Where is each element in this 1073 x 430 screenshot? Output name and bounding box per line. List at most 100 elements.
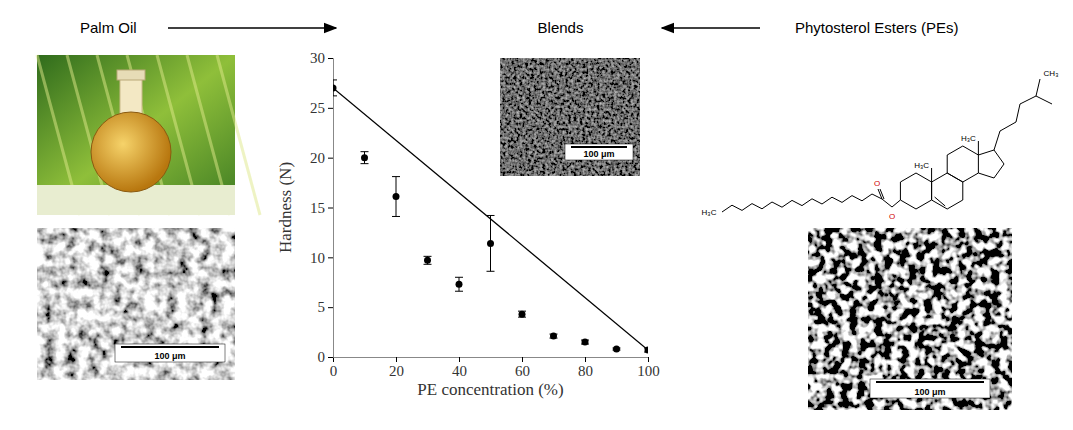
error-bar — [361, 152, 369, 164]
ring — [947, 146, 978, 182]
y-tick-label: 0 — [318, 349, 326, 365]
molecule — [722, 79, 1052, 212]
ring — [900, 173, 931, 209]
data-point — [393, 193, 400, 200]
x-tick-mark — [522, 357, 523, 362]
atom-label: O — [874, 179, 880, 188]
sem-image-palm-oil — [37, 228, 235, 380]
scale-bar-label: 100 μm — [914, 387, 945, 397]
data-point — [582, 339, 589, 346]
y-tick: 20 — [310, 150, 333, 166]
atom-label: H₃C — [702, 208, 717, 217]
sem-image-blend — [500, 58, 640, 176]
atom-label: H₃C — [961, 134, 976, 143]
error-bar — [455, 277, 463, 291]
arrow-left — [662, 27, 760, 29]
atom-label: H₃C — [914, 161, 929, 170]
y-tick-label: 30 — [310, 50, 325, 66]
y-tick: 10 — [310, 250, 333, 266]
scale-bar-label: 100 μm — [154, 351, 185, 361]
x-tick-mark — [585, 357, 586, 362]
sem-image-pe — [808, 228, 1012, 410]
methyl-bond — [931, 168, 932, 182]
methyl-bond — [978, 141, 979, 155]
acyl-chain — [722, 194, 900, 212]
x-tick: 20 — [389, 357, 404, 379]
x-tick-label: 20 — [389, 363, 404, 379]
y-tick-label: 25 — [310, 100, 325, 116]
photo-background — [37, 55, 235, 215]
y-tick-mark — [328, 257, 333, 258]
data-point — [456, 281, 463, 288]
atom-label: O — [889, 212, 895, 221]
scale-bar: 100 μm — [565, 144, 633, 160]
x-tick-mark — [396, 357, 397, 362]
double-bond — [935, 197, 946, 206]
graphical-abstract: Palm Oil Phytosterol Esters (PEs) 100 μm 10… — [0, 0, 1073, 430]
ring-d — [978, 150, 1004, 178]
scale-bar-label: 100 μm — [583, 149, 614, 159]
x-tick-label: 60 — [515, 363, 530, 379]
carbonyl-bond — [878, 189, 882, 199]
error-bar — [392, 177, 400, 217]
x-tick-label: 100 — [637, 363, 660, 379]
scale-bar: 100 μm — [870, 379, 990, 398]
y-tick-mark — [328, 357, 333, 358]
x-tick-label: 80 — [578, 363, 593, 379]
y-tick: 0 — [318, 349, 334, 365]
data-point — [487, 240, 494, 247]
carbonyl-bond — [880, 189, 884, 199]
data-point — [613, 346, 620, 353]
y-tick: 25 — [310, 100, 333, 116]
x-axis: 0 20 40 60 80 100 — [330, 357, 660, 379]
error-bar — [518, 311, 526, 317]
x-tick: 100 — [637, 357, 660, 379]
x-tick: 60 — [515, 357, 530, 379]
arrow-right — [168, 27, 336, 29]
y-axis-line — [328, 59, 334, 358]
x-tick-label: 0 — [330, 363, 338, 379]
data-point — [361, 154, 368, 161]
chart-title: Blends — [538, 19, 584, 36]
scale-bar-box — [870, 379, 990, 398]
header-left: Palm Oil — [80, 19, 137, 36]
y-tick-mark — [328, 208, 333, 209]
x-tick: 40 — [452, 357, 467, 379]
data-point — [550, 333, 557, 340]
x-tick-mark — [648, 357, 649, 362]
x-tick: 0 — [330, 357, 338, 379]
scale-bar-line — [876, 381, 984, 383]
header-right: Phytosterol Esters (PEs) — [795, 19, 958, 36]
x-tick: 80 — [578, 357, 593, 379]
error-bar — [424, 256, 432, 264]
scale-bar-line — [571, 146, 627, 148]
y-tick-mark — [328, 158, 333, 159]
y-tick: 5 — [318, 299, 334, 315]
y-tick-label: 10 — [310, 250, 325, 266]
y-tick-mark — [328, 307, 333, 308]
y-axis-title: Hardness (N) — [276, 162, 295, 253]
x-axis-title: PE concentration (%) — [417, 380, 563, 399]
y-axis: 0 5 10 15 20 25 30 — [310, 50, 334, 365]
flask-rim — [117, 70, 145, 80]
y-tick-label: 15 — [310, 200, 325, 216]
y-tick-mark — [328, 58, 333, 59]
y-tick: 30 — [310, 50, 333, 66]
error-bar — [487, 215, 495, 271]
x-axis-line — [334, 358, 649, 363]
side-chain — [994, 79, 1040, 150]
y-tick-label: 20 — [310, 150, 325, 166]
palm-oil-photo — [37, 55, 260, 215]
x-tick-label: 40 — [452, 363, 467, 379]
y-tick: 15 — [310, 200, 333, 216]
x-tick-mark — [459, 357, 460, 362]
data-point — [424, 257, 431, 264]
scale-bar-box — [565, 144, 633, 160]
scale-bar: 100 μm — [115, 344, 225, 362]
side-chain-branch — [1036, 96, 1052, 104]
y-tick-mark — [328, 108, 333, 109]
scale-bar-box — [115, 344, 225, 362]
flask-body — [91, 112, 171, 192]
data-point — [519, 311, 526, 318]
y-tick-label: 5 — [318, 299, 326, 315]
